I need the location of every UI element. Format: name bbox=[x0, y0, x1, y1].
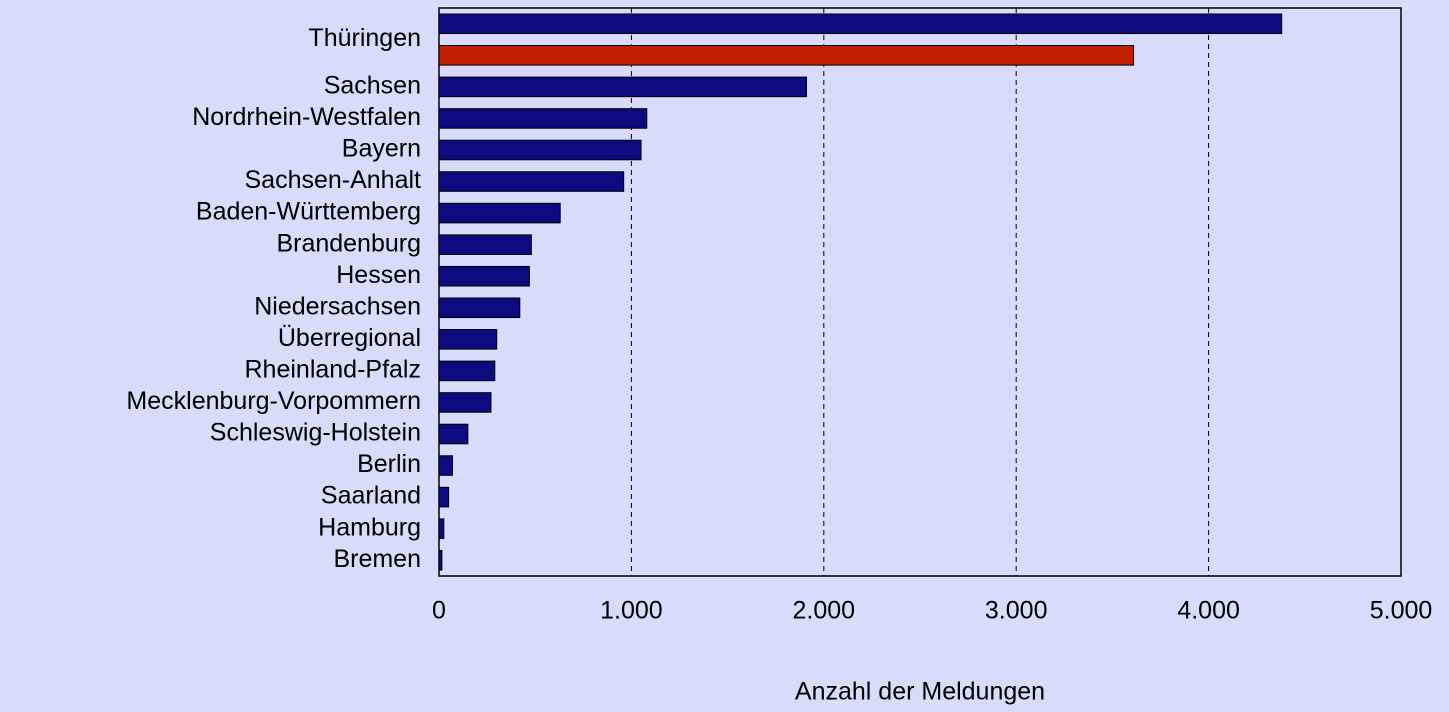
x-axis-label: Anzahl der Meldungen bbox=[795, 678, 1045, 706]
y-tick-label: Baden-Württemberg bbox=[196, 198, 421, 226]
x-tick-label: 5.000 bbox=[1370, 597, 1433, 625]
bar bbox=[438, 202, 561, 224]
y-tick-label: Sachsen bbox=[324, 71, 421, 99]
y-tick-label: Sachsen-Anhalt bbox=[244, 166, 421, 194]
bar bbox=[438, 297, 521, 319]
y-tick-label: Schleswig-Holstein bbox=[210, 419, 421, 447]
x-tick-label: 4.000 bbox=[1177, 597, 1240, 625]
y-tick-label: Brandenburg bbox=[276, 229, 421, 257]
y-tick-label: Thüringen bbox=[308, 24, 421, 52]
bar bbox=[438, 139, 642, 161]
bar bbox=[438, 171, 625, 192]
bar bbox=[438, 392, 492, 413]
y-tick-label: Saarland bbox=[321, 482, 421, 510]
y-tick-label: Überregional bbox=[278, 324, 421, 352]
x-tick-label: 1.000 bbox=[600, 597, 663, 625]
y-tick-label: Rheinland-Pfalz bbox=[245, 355, 422, 383]
y-tick-label: Bayern bbox=[342, 135, 421, 163]
bar bbox=[438, 45, 1135, 66]
bar bbox=[438, 13, 1283, 35]
plot-border bbox=[438, 7, 1402, 577]
y-tick-label: Niedersachsen bbox=[254, 292, 421, 320]
bar bbox=[438, 234, 532, 255]
y-tick-label: Nordrhein-Westfalen bbox=[192, 103, 421, 131]
x-tick-label: 0 bbox=[432, 597, 446, 625]
bar bbox=[438, 265, 530, 287]
bar bbox=[438, 360, 496, 382]
bar bbox=[438, 549, 443, 571]
bar bbox=[438, 76, 807, 98]
bar bbox=[438, 329, 498, 350]
y-tick-label: Hessen bbox=[336, 261, 421, 289]
bar bbox=[438, 518, 445, 539]
y-tick-label: Bremen bbox=[333, 545, 421, 573]
y-tick-label: Mecklenburg-Vorpommern bbox=[126, 387, 421, 415]
y-tick-label: Berlin bbox=[357, 450, 421, 478]
x-tick-label: 3.000 bbox=[985, 597, 1048, 625]
bar bbox=[438, 486, 450, 508]
bar bbox=[438, 423, 469, 445]
bar bbox=[438, 108, 648, 129]
bar bbox=[438, 455, 453, 476]
x-tick-label: 2.000 bbox=[793, 597, 856, 625]
y-tick-label: Hamburg bbox=[318, 513, 421, 541]
